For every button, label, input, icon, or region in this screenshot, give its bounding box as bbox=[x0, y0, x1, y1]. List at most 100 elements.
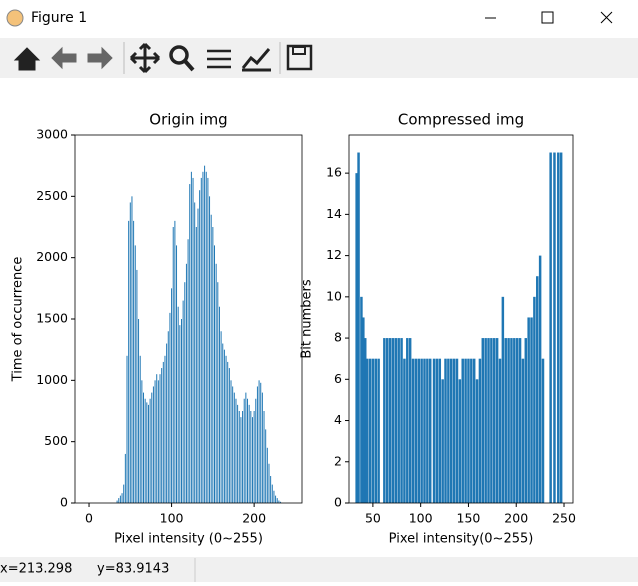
bar bbox=[177, 306, 179, 503]
close-button[interactable] bbox=[600, 11, 613, 24]
bar bbox=[185, 263, 187, 503]
zoom-button[interactable] bbox=[169, 45, 189, 65]
bar bbox=[187, 239, 189, 503]
maximize-button[interactable] bbox=[541, 11, 554, 24]
bar bbox=[176, 245, 178, 503]
y-tick-label: 1500 bbox=[36, 311, 68, 326]
bar bbox=[253, 411, 255, 503]
bar bbox=[166, 343, 168, 503]
bar bbox=[394, 338, 398, 503]
bar bbox=[510, 338, 513, 503]
bar bbox=[123, 484, 125, 503]
bar bbox=[374, 358, 377, 503]
bar bbox=[124, 453, 126, 503]
back-button[interactable] bbox=[51, 46, 77, 70]
bar bbox=[553, 152, 556, 503]
x-tick-label: 250 bbox=[552, 511, 576, 526]
bar bbox=[256, 386, 258, 503]
pan-button[interactable] bbox=[129, 42, 161, 74]
bar bbox=[164, 355, 166, 503]
plot-frame bbox=[348, 134, 574, 504]
bar bbox=[507, 338, 510, 503]
bar bbox=[452, 358, 456, 503]
bar bbox=[217, 282, 219, 503]
bar bbox=[362, 317, 365, 503]
bar bbox=[240, 417, 242, 503]
bar bbox=[470, 358, 473, 503]
bar bbox=[432, 358, 436, 503]
bar bbox=[172, 227, 174, 503]
bar bbox=[174, 220, 176, 503]
bar bbox=[233, 392, 235, 503]
bar bbox=[464, 358, 467, 503]
bar bbox=[230, 380, 232, 503]
bar bbox=[222, 343, 224, 503]
bar bbox=[136, 269, 138, 503]
bar bbox=[557, 152, 560, 503]
bar bbox=[154, 380, 156, 503]
y-tick-label: 2500 bbox=[36, 188, 68, 203]
bar bbox=[438, 358, 442, 503]
bar bbox=[207, 177, 209, 503]
configure-button[interactable] bbox=[207, 49, 231, 69]
chart-title: Origin img bbox=[149, 111, 227, 129]
bar bbox=[118, 498, 120, 503]
bar bbox=[408, 338, 412, 503]
bar bbox=[146, 402, 148, 503]
bar bbox=[355, 173, 358, 503]
bar bbox=[377, 358, 380, 503]
bar bbox=[192, 177, 194, 503]
bar bbox=[251, 417, 253, 503]
bar bbox=[428, 358, 432, 503]
bar bbox=[225, 355, 227, 503]
bar bbox=[260, 382, 262, 503]
bar bbox=[383, 338, 386, 503]
x-tick-label: 150 bbox=[457, 511, 481, 526]
bar bbox=[444, 358, 447, 503]
x-tick-label: 200 bbox=[504, 511, 528, 526]
status-bar bbox=[0, 557, 638, 582]
bar bbox=[261, 392, 263, 503]
bar bbox=[144, 398, 146, 503]
bar bbox=[180, 319, 182, 503]
y-tick-label: 0 bbox=[334, 495, 342, 510]
bar bbox=[504, 338, 507, 503]
bar bbox=[242, 411, 244, 503]
bar bbox=[406, 338, 409, 503]
status-x: x=213.298 bbox=[0, 562, 72, 577]
y-axis-label: Bit numbers bbox=[300, 279, 315, 358]
bar bbox=[513, 338, 516, 503]
y-tick-label: 1000 bbox=[36, 372, 68, 387]
bar bbox=[455, 358, 459, 503]
bar bbox=[538, 255, 542, 503]
bar bbox=[400, 338, 403, 503]
bar bbox=[391, 338, 395, 503]
bar bbox=[270, 476, 272, 503]
bar bbox=[212, 227, 214, 503]
bar bbox=[423, 358, 426, 503]
bar bbox=[134, 245, 136, 503]
bar bbox=[220, 331, 222, 503]
bar bbox=[527, 317, 530, 503]
axes-button[interactable] bbox=[241, 48, 271, 72]
x-tick-label: 100 bbox=[409, 511, 433, 526]
bar bbox=[275, 495, 277, 503]
home-button[interactable] bbox=[13, 47, 41, 71]
forward-button[interactable] bbox=[87, 46, 113, 70]
y-tick-label: 6 bbox=[334, 371, 342, 386]
bar bbox=[385, 338, 389, 503]
bar bbox=[549, 152, 552, 503]
bar bbox=[133, 220, 135, 503]
status-y: y=83.9143 bbox=[97, 562, 169, 577]
bar bbox=[467, 358, 470, 503]
y-tick-label: 4 bbox=[334, 412, 342, 427]
bar bbox=[141, 380, 143, 503]
bar bbox=[204, 165, 206, 503]
y-tick-label: 0 bbox=[60, 495, 68, 510]
bar bbox=[414, 358, 418, 503]
app-icon bbox=[6, 9, 24, 27]
y-axis-label: Time of occurrence bbox=[11, 257, 26, 383]
bar bbox=[116, 500, 118, 503]
bar bbox=[167, 331, 169, 503]
